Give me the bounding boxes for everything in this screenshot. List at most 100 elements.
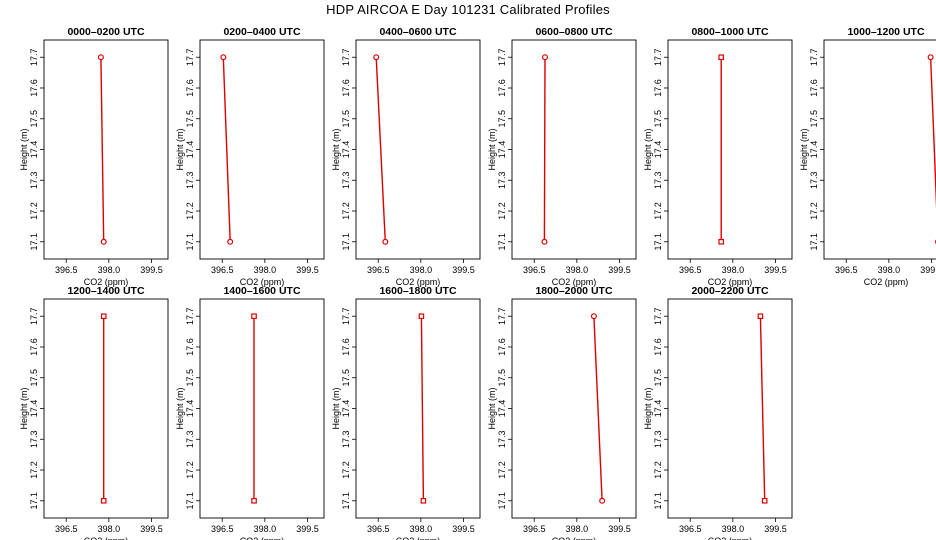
y-tick-label: 17.4 [341,400,351,418]
x-tick-label: 399.5 [296,524,319,534]
x-tick-label: 396.5 [367,524,390,534]
y-tick-label: 17.5 [809,110,819,128]
y-tick-label: 17.7 [341,307,351,325]
y-tick-label: 17.3 [29,171,39,189]
y-tick-label: 17.3 [185,171,195,189]
y-tick-label: 17.3 [497,430,507,448]
y-tick-label: 17.5 [185,110,195,128]
y-tick-label: 17.7 [185,48,195,66]
x-tick-label: 396.5 [523,265,546,275]
data-point [227,238,234,245]
x-axis-label: CO2 (ppm) [708,536,753,540]
plot-frame [823,39,936,260]
y-tick-label: 17.2 [341,461,351,479]
y-tick-label: 17.5 [341,369,351,387]
y-tick-label: 17.2 [29,461,39,479]
y-axis-label: Height (m) [331,387,341,429]
panel-title: 0600–0800 UTC [535,26,612,38]
data-point [251,313,257,320]
panel-title: 1200–1400 UTC [67,285,144,297]
y-tick-label: 17.1 [653,492,663,510]
y-tick-label: 17.5 [497,369,507,387]
y-tick-label: 17.6 [653,338,663,356]
profile-line [759,316,766,501]
data-point [542,54,549,61]
profile-panel: 0000–0200 UTC 396.5 398.0 399.5 CO2 (ppm) 17.… [19,26,169,287]
y-tick-label: 17.5 [653,369,663,387]
x-tick-label: 398.0 [410,524,433,534]
y-tick-label: 17.6 [185,338,195,356]
profile-line [222,57,231,242]
profile-panel: 2000–2200 UTC 396.5 398.0 399.5 CO2 (ppm) 17.… [643,285,793,540]
profile-line [543,57,546,242]
x-tick-label: 399.5 [452,265,475,275]
x-axis-label: CO2 (ppm) [84,277,129,287]
x-tick-label: 396.5 [55,524,78,534]
x-tick-label: 399.5 [764,524,787,534]
panel-title: 1800–2000 UTC [535,285,612,297]
profile-panel: 1600–1800 UTC 396.5 398.0 399.5 CO2 (ppm) 17.… [331,285,481,540]
y-tick-label: 17.1 [185,233,195,251]
y-tick-label: 17.7 [809,48,819,66]
profile-panel: 1400–1600 UTC 396.5 398.0 399.5 CO2 (ppm) 17.… [175,285,325,540]
data-point [541,238,548,245]
profile-line [593,316,603,501]
x-tick-label: 396.5 [679,524,702,534]
y-tick-label: 17.3 [653,430,663,448]
y-tick-label: 17.3 [29,430,39,448]
y-tick-label: 17.4 [497,141,507,159]
panel-title: 2000–2200 UTC [691,285,768,297]
x-tick-label: 398.0 [254,524,277,534]
data-point [97,54,104,61]
y-tick-label: 17.1 [341,492,351,510]
y-axis-label: Height (m) [487,387,497,429]
plot-frame [511,298,637,519]
y-tick-label: 17.2 [185,202,195,220]
y-tick-label: 17.3 [341,171,351,189]
y-tick-label: 17.6 [809,79,819,97]
data-point [718,238,724,245]
x-tick-label: 396.5 [211,524,234,534]
x-tick-label: 396.5 [679,265,702,275]
x-tick-label: 396.5 [55,265,78,275]
x-axis-label: CO2 (ppm) [864,277,909,287]
profile-panel: 0600–0800 UTC 396.5 398.0 399.5 CO2 (ppm) 17.… [487,26,637,287]
y-tick-label: 17.2 [497,461,507,479]
y-tick-label: 17.1 [29,492,39,510]
panel-title: 1000–1200 UTC [847,26,924,38]
y-tick-label: 17.3 [809,171,819,189]
y-tick-label: 17.7 [29,48,39,66]
x-tick-label: 396.5 [835,265,858,275]
y-tick-label: 17.3 [497,171,507,189]
y-tick-label: 17.2 [653,202,663,220]
y-tick-label: 17.4 [809,141,819,159]
y-tick-label: 17.3 [341,430,351,448]
x-axis-label: CO2 (ppm) [84,536,129,540]
y-tick-label: 17.2 [497,202,507,220]
y-axis-label: Height (m) [175,387,185,429]
profile-panel: 0800–1000 UTC 396.5 398.0 399.5 CO2 (ppm) 17.… [643,26,793,287]
y-tick-label: 17.4 [185,400,195,418]
y-axis-label: Height (m) [19,128,29,170]
x-tick-label: 399.5 [920,265,936,275]
y-tick-label: 17.6 [29,79,39,97]
data-point [927,54,934,61]
profile-line [420,316,425,501]
y-axis-label: Height (m) [175,128,185,170]
page-title: HDP AIRCOA E Day 101231 Calibrated Profi… [326,2,610,17]
y-tick-label: 17.6 [497,338,507,356]
y-tick-label: 17.2 [653,461,663,479]
plot-frame [43,298,169,519]
x-axis-label: CO2 (ppm) [708,277,753,287]
x-tick-label: 396.5 [211,265,234,275]
y-tick-label: 17.1 [185,492,195,510]
y-tick-label: 17.7 [653,48,663,66]
y-tick-label: 17.4 [185,141,195,159]
x-tick-label: 398.0 [722,524,745,534]
panel-title: 1400–1600 UTC [223,285,300,297]
y-axis-label: Height (m) [487,128,497,170]
y-tick-label: 17.7 [341,48,351,66]
y-tick-label: 17.4 [29,141,39,159]
y-tick-label: 17.2 [29,202,39,220]
